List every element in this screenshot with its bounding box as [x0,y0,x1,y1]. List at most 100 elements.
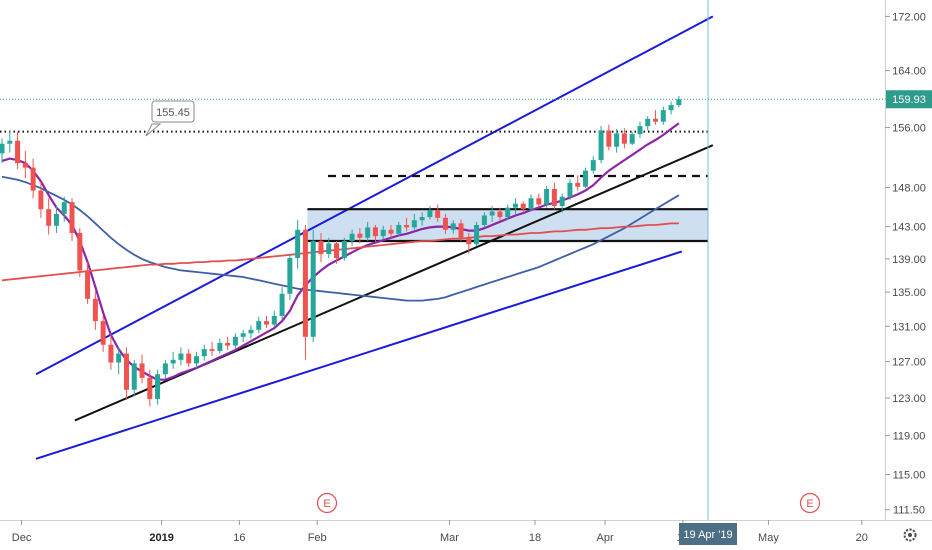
candle[interactable] [512,198,518,214]
candle[interactable] [372,224,378,242]
candle[interactable] [279,287,285,320]
upper-channel-line[interactable] [35,15,714,376]
candle[interactable] [186,349,192,368]
moving-average-3[interactable] [1,222,679,282]
candle[interactable] [69,198,75,241]
candle[interactable] [388,224,394,238]
candle[interactable] [450,220,456,234]
candle[interactable] [567,179,573,200]
candle[interactable] [287,253,293,300]
candle[interactable] [621,128,627,149]
candle[interactable] [147,369,153,407]
candle[interactable] [676,95,682,108]
candle[interactable] [606,124,612,151]
lower-channel-line[interactable] [35,250,683,460]
candle[interactable] [256,316,262,334]
candle[interactable] [528,194,534,212]
candle[interactable] [92,291,98,330]
candle[interactable] [217,338,223,354]
candle[interactable] [489,206,495,222]
candle[interactable] [458,219,464,241]
candle[interactable] [194,351,199,368]
candle[interactable] [365,221,371,241]
candle[interactable] [178,347,184,366]
candle[interactable] [474,221,480,246]
candle[interactable] [334,240,340,264]
candle[interactable] [248,325,254,339]
candle[interactable] [326,237,332,259]
candle[interactable] [396,221,402,237]
candle[interactable] [637,121,643,138]
candle[interactable] [590,156,596,174]
moving-average-2[interactable] [1,175,680,302]
candle[interactable] [240,329,246,343]
resistance-callout[interactable]: 155.45 [145,100,195,137]
candle[interactable] [22,151,28,179]
candle[interactable] [46,198,52,235]
candle[interactable] [0,138,5,164]
candle[interactable] [411,213,417,230]
candle[interactable] [544,185,550,208]
trendline[interactable] [74,144,714,422]
candle[interactable] [139,354,145,384]
candle[interactable] [271,310,277,328]
candle[interactable] [53,206,59,233]
candle[interactable] [380,225,386,240]
candle[interactable] [551,182,557,210]
candle[interactable] [341,237,347,261]
x-axis[interactable]: Dec201916FebMar18Apr15May20 [12,520,868,544]
candle[interactable] [170,351,176,369]
candle[interactable] [116,347,122,375]
earnings-marker-1[interactable]: E [316,492,338,514]
candle[interactable] [497,207,503,221]
candle[interactable] [559,193,565,213]
candle[interactable] [419,212,425,226]
candle[interactable] [123,347,129,400]
candle[interactable] [61,196,67,222]
candle[interactable] [466,232,472,254]
candle[interactable] [505,204,511,220]
candle[interactable] [318,232,324,263]
candle[interactable] [7,130,13,153]
candle[interactable] [225,336,231,351]
candle[interactable] [302,224,308,360]
candle[interactable] [645,115,651,131]
candle[interactable] [598,126,604,164]
candles[interactable] [0,95,682,407]
candle[interactable] [349,229,355,246]
earnings-marker-2[interactable]: E [799,492,821,514]
candle[interactable] [660,106,666,125]
gear-icon[interactable] [903,528,917,542]
candle[interactable] [614,129,620,153]
candle[interactable] [481,212,487,228]
candle[interactable] [536,193,542,208]
candle[interactable] [629,131,635,146]
candle[interactable] [575,175,581,191]
candle[interactable] [155,369,161,405]
candle[interactable] [162,359,168,379]
candle[interactable] [668,101,674,115]
candle[interactable] [108,334,114,370]
candle[interactable] [15,131,21,170]
candle[interactable] [77,228,83,278]
candle[interactable] [100,315,106,352]
candle[interactable] [653,110,659,125]
candle[interactable] [520,201,526,213]
candle[interactable] [131,359,137,397]
candle[interactable] [435,204,441,222]
candle[interactable] [404,217,410,232]
candle[interactable] [209,342,215,357]
candle[interactable] [310,229,316,343]
y-axis[interactable]: 172.00164.00160.00156.00148.00143.00139.… [885,11,926,517]
candle[interactable] [583,167,588,189]
candle[interactable] [264,315,270,329]
candle[interactable] [357,228,363,244]
candle[interactable] [85,262,91,304]
candle[interactable] [30,158,36,199]
candle[interactable] [295,220,301,269]
moving-average-1[interactable] [1,122,680,381]
candle[interactable] [232,333,238,349]
candle[interactable] [442,213,448,234]
candle[interactable] [38,181,44,218]
